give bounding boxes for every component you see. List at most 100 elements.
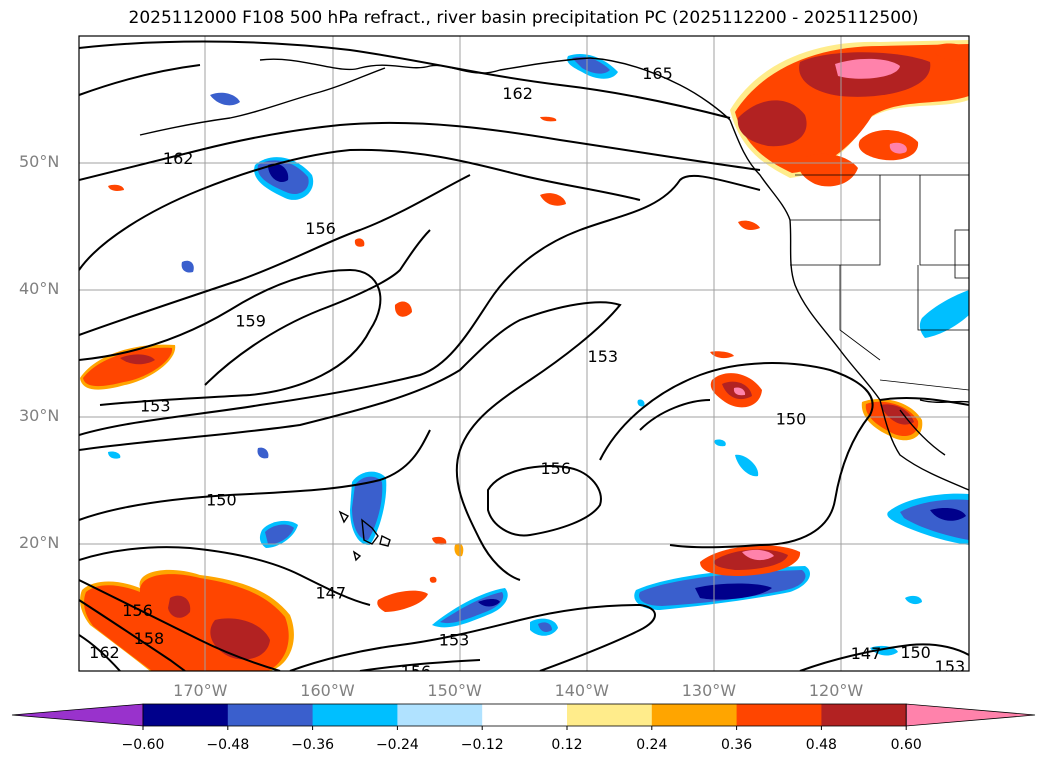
contour-label: 165 <box>642 64 673 83</box>
contour-label: 156 <box>541 459 572 478</box>
precip-positive-area <box>354 238 365 247</box>
precip-positive-area <box>889 142 907 154</box>
precip-positive-area <box>540 193 566 206</box>
precip-negative-area <box>735 454 759 477</box>
colorbar-tick-label: −0.48 <box>206 737 250 753</box>
precip-positive-area <box>168 595 191 618</box>
precip-positive-area <box>394 301 412 317</box>
lat-label: 50°N <box>19 152 60 171</box>
colorbar <box>11 703 1036 730</box>
contour-label: 150 <box>206 491 237 510</box>
lat-label: 20°N <box>19 533 60 552</box>
colorbar-cell <box>312 704 398 726</box>
precip-positive-area <box>798 153 858 187</box>
contour-label: 162 <box>163 149 194 168</box>
lon-label: 140°W <box>554 681 609 700</box>
colorbar-tick-label: 0.60 <box>890 737 922 753</box>
contour-label: 153 <box>935 657 966 676</box>
coastlines <box>139 57 969 562</box>
refractivity-contours <box>79 40 969 671</box>
lon-label: 120°W <box>808 681 864 700</box>
precip-positive-area <box>429 576 437 583</box>
colorbar-cell <box>567 704 653 726</box>
precip-positive-area <box>210 618 270 660</box>
precip-negative-area <box>538 622 552 632</box>
precip-negative-area <box>352 476 383 540</box>
lon-label: 160°W <box>300 681 355 700</box>
precip-positive-area <box>742 549 774 561</box>
precip-positive-area <box>737 100 807 147</box>
colorbar-cell <box>397 704 483 726</box>
precip-negative-area <box>478 599 500 607</box>
precip-positive-area <box>930 43 969 61</box>
contour-label: 153 <box>439 630 470 649</box>
lat-label: 30°N <box>19 406 60 425</box>
precip-negative-area <box>919 290 969 338</box>
precip-negative-area <box>268 163 289 183</box>
contour-label: 156 <box>401 662 432 681</box>
precip-positive-area <box>880 404 914 425</box>
precip-positive-area <box>120 354 155 365</box>
precip-shading <box>80 40 969 671</box>
gridlines <box>79 36 969 671</box>
contour-label: 159 <box>235 311 266 330</box>
precip-negative-area <box>257 447 269 459</box>
lat-label: 40°N <box>19 279 60 298</box>
contour-label: 147 <box>851 644 882 663</box>
precip-positive-area <box>710 351 734 359</box>
precip-negative-area <box>572 56 610 74</box>
lon-label: 170°W <box>173 681 228 700</box>
colorbar-tick-label: −0.24 <box>375 737 419 753</box>
contour-label: 147 <box>315 583 346 602</box>
colorbar-cell <box>821 704 907 726</box>
contour-label: 158 <box>134 629 165 648</box>
precip-negative-area <box>930 508 966 521</box>
chart-title: 2025112000 F108 500 hPa refract., river … <box>128 8 919 28</box>
precip-positive-area <box>858 130 919 161</box>
colorbar-cell <box>651 704 738 726</box>
precip-negative-area <box>108 451 121 459</box>
precip-positive-area <box>108 184 124 191</box>
precip-positive-area <box>83 347 173 387</box>
colorbar-cell <box>736 704 822 726</box>
political-borders <box>790 174 969 391</box>
colorbar-tick-label: 0.24 <box>636 737 668 753</box>
precip-negative-area <box>714 439 726 447</box>
colorbar-tick-label: 0.36 <box>721 737 753 753</box>
lon-label: 130°W <box>681 681 737 700</box>
contour-label: 150 <box>776 409 807 428</box>
colorbar-tick-label: 0.12 <box>551 737 583 753</box>
contour-label: 150 <box>900 643 931 662</box>
precip-positive-area <box>835 58 900 79</box>
precip-positive-area <box>540 116 557 122</box>
map-frame <box>78 35 970 672</box>
colorbar-tick-label: −0.36 <box>291 737 335 753</box>
colorbar-tick-label: 0.48 <box>805 737 837 753</box>
colorbar-cell <box>143 704 229 726</box>
precip-negative-area <box>637 399 645 407</box>
precip-negative-area <box>265 524 294 545</box>
precip-positive-area <box>454 543 464 557</box>
contour-label: 162 <box>89 643 120 662</box>
precip-negative-area <box>210 92 240 106</box>
contour-label: 153 <box>140 397 171 416</box>
precip-negative-area <box>181 260 194 273</box>
precip-positive-area <box>738 220 760 230</box>
contour-label: 156 <box>305 219 336 238</box>
colorbar-tick-label: −0.60 <box>121 737 165 753</box>
contour-label: 162 <box>502 84 533 103</box>
colorbar-extend-low <box>11 703 144 727</box>
colorbar-tick-label: −0.12 <box>460 737 504 753</box>
precip-positive-area <box>432 536 447 545</box>
contour-label: 156 <box>122 601 153 620</box>
precip-positive-area <box>733 387 746 396</box>
contour-label: 153 <box>588 347 619 366</box>
colorbar-cell <box>227 704 314 726</box>
lon-label: 150°W <box>427 681 482 700</box>
colorbar-outline <box>142 703 907 727</box>
colorbar-extend-high <box>905 703 1036 727</box>
precip-negative-area <box>905 595 922 605</box>
